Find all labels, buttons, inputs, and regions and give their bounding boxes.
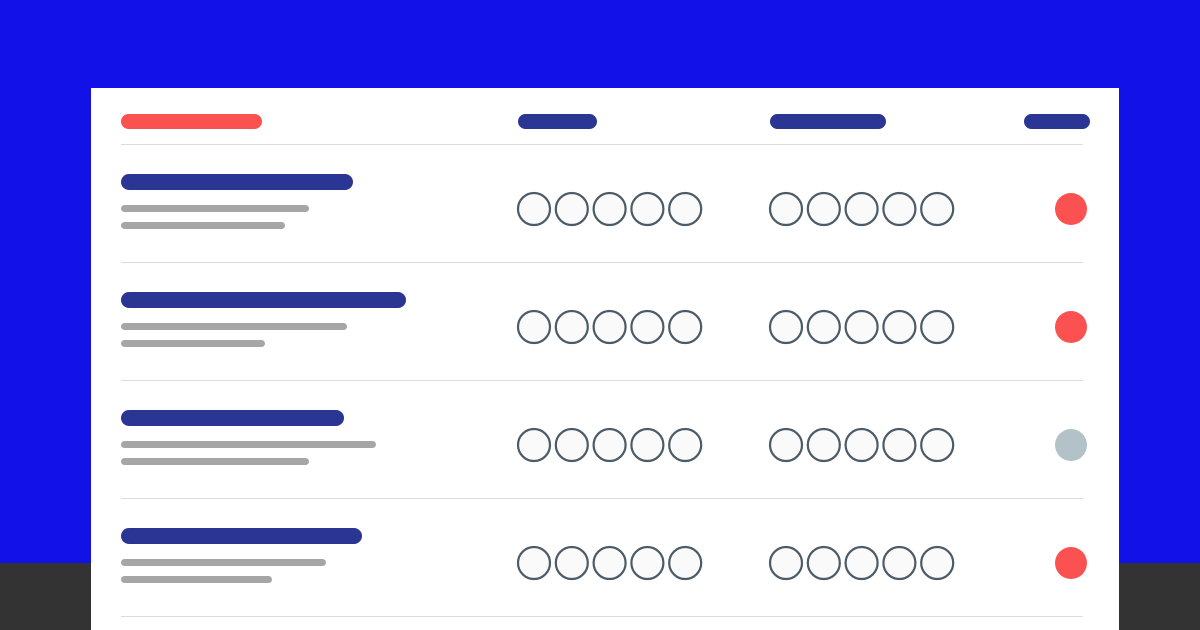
table-row: [121, 528, 1087, 617]
row-title-pill: [121, 528, 362, 544]
row-text-line: [121, 441, 376, 448]
rating-circle: [768, 427, 804, 463]
rating-circle: [844, 427, 879, 463]
row-title-pill: [121, 410, 344, 426]
rating-circle: [806, 309, 841, 345]
header-pill: [770, 114, 886, 129]
rating-circle: [592, 191, 627, 227]
row-text-line: [121, 222, 285, 229]
rating-circle: [920, 309, 955, 345]
rating-circle: [844, 191, 879, 227]
status-dot: [1055, 429, 1087, 461]
rating-circle: [882, 427, 917, 463]
table-header: [121, 114, 1090, 145]
rating-circle: [592, 545, 627, 581]
row-text-line: [121, 559, 326, 566]
row-text-line: [121, 205, 309, 212]
rating-circle: [592, 427, 627, 463]
rating-circle: [768, 309, 804, 345]
rating-circle: [630, 545, 665, 581]
rating-circle: [554, 427, 589, 463]
row-text-line: [121, 340, 265, 347]
rating-circle: [630, 191, 665, 227]
rating-circle: [554, 545, 589, 581]
table-row: [121, 174, 1087, 263]
row-text-line: [121, 576, 272, 583]
rating-circle: [668, 309, 703, 345]
rating-circle: [668, 191, 703, 227]
rating-circle: [554, 191, 589, 227]
row-title-pill: [121, 292, 406, 308]
rating-circle: [516, 545, 552, 581]
status-dot: [1055, 193, 1087, 225]
table-row: [121, 292, 1087, 381]
rating-circle: [920, 545, 955, 581]
rating-circle: [882, 545, 917, 581]
row-title-pill: [121, 174, 353, 190]
rating-circle: [844, 545, 879, 581]
rating-circle: [920, 427, 955, 463]
rating-circle: [920, 191, 955, 227]
rating-circle: [882, 309, 917, 345]
rating-circle: [768, 545, 804, 581]
rating-circle: [844, 309, 879, 345]
row-text-line: [121, 458, 309, 465]
rating-circle: [630, 309, 665, 345]
header-pill: [121, 114, 262, 129]
rating-circle: [592, 309, 627, 345]
rating-circle: [668, 427, 703, 463]
rating-circle: [806, 427, 841, 463]
rating-circle: [516, 427, 552, 463]
rating-circle: [768, 191, 804, 227]
table-row: [121, 410, 1087, 499]
header-pill: [1024, 114, 1090, 129]
rating-circle: [630, 427, 665, 463]
rating-circle: [882, 191, 917, 227]
rating-circle: [806, 545, 841, 581]
status-dot: [1055, 547, 1087, 579]
header-pill: [518, 114, 597, 129]
row-text-line: [121, 323, 347, 330]
status-dot: [1055, 311, 1087, 343]
rating-circle: [806, 191, 841, 227]
rating-circle: [554, 309, 589, 345]
rating-circle: [668, 545, 703, 581]
rating-circle: [516, 191, 552, 227]
rating-circle: [516, 309, 552, 345]
